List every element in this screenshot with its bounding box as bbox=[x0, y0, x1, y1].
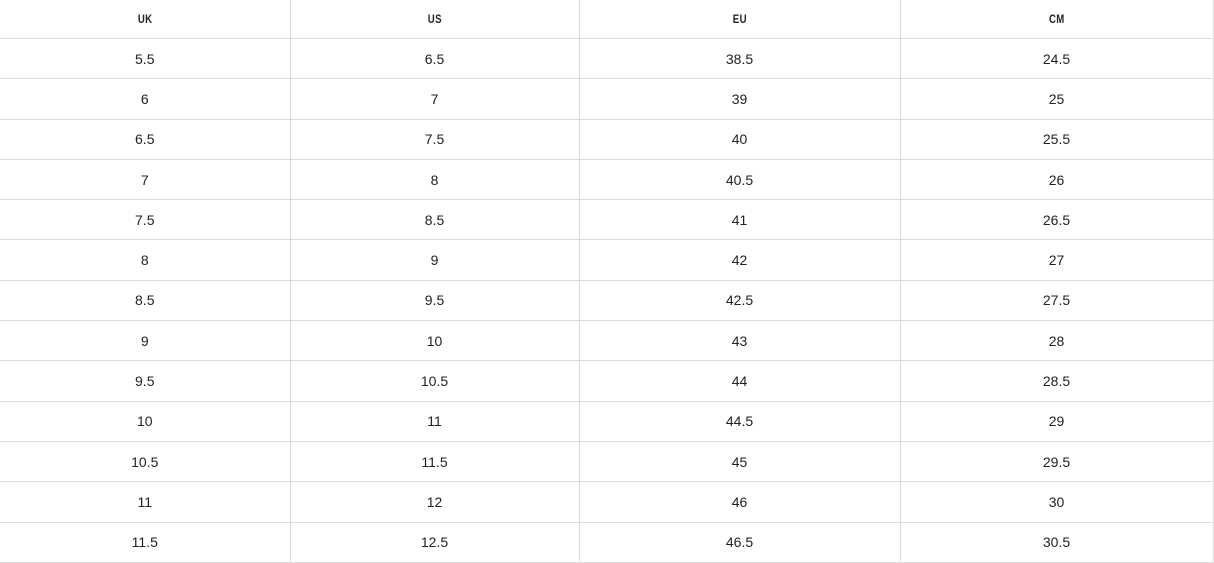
table-row: 10 11 44.5 29 bbox=[0, 401, 1214, 442]
cell-uk: 5.5 bbox=[0, 38, 291, 80]
cell-eu: 40.5 bbox=[579, 159, 901, 201]
cell-uk: 11 bbox=[0, 481, 291, 523]
cell-uk: 7.5 bbox=[0, 199, 291, 241]
cell-eu: 46 bbox=[579, 481, 901, 523]
cell-eu: 45 bbox=[579, 441, 901, 483]
header-uk: UK bbox=[0, 0, 291, 39]
cell-eu: 42 bbox=[579, 239, 901, 281]
table-row: 11 12 46 30 bbox=[0, 481, 1214, 523]
table-row: 9 10 43 28 bbox=[0, 320, 1214, 362]
cell-uk: 6.5 bbox=[0, 119, 291, 160]
cell-us: 12 bbox=[290, 481, 580, 523]
cell-us: 7 bbox=[290, 78, 580, 120]
size-rows: 5.5 6.5 38.5 24.5 6 7 39 25 6.5 7.5 40 25.5 7 8 40.5 26… bbox=[0, 38, 1214, 563]
cell-us: 11 bbox=[290, 401, 580, 442]
cell-us: 7.5 bbox=[290, 119, 580, 160]
cell-cm: 25 bbox=[900, 78, 1214, 120]
header-eu: EU bbox=[579, 0, 901, 39]
cell-us: 11.5 bbox=[290, 441, 580, 483]
cell-eu: 44.5 bbox=[579, 401, 901, 442]
cell-uk: 9 bbox=[0, 320, 291, 362]
cell-eu: 42.5 bbox=[579, 280, 901, 322]
cell-cm: 28.5 bbox=[900, 360, 1214, 402]
cell-eu: 38.5 bbox=[579, 38, 901, 80]
table-row: 10.5 11.5 45 29.5 bbox=[0, 441, 1214, 483]
cell-uk: 8 bbox=[0, 239, 291, 281]
cell-eu: 43 bbox=[579, 320, 901, 362]
cell-us: 9.5 bbox=[290, 280, 580, 322]
cell-cm: 29 bbox=[900, 401, 1214, 442]
cell-cm: 30.5 bbox=[900, 522, 1214, 563]
header-row: UK US EU CM bbox=[0, 0, 1214, 39]
cell-uk: 11.5 bbox=[0, 522, 291, 563]
cell-eu: 39 bbox=[579, 78, 901, 120]
cell-eu: 41 bbox=[579, 199, 901, 241]
cell-cm: 27.5 bbox=[900, 280, 1214, 322]
cell-cm: 25.5 bbox=[900, 119, 1214, 160]
cell-eu: 46.5 bbox=[579, 522, 901, 563]
table-row: 6 7 39 25 bbox=[0, 78, 1214, 120]
table-row: 5.5 6.5 38.5 24.5 bbox=[0, 38, 1214, 80]
cell-us: 8 bbox=[290, 159, 580, 201]
table-row: 6.5 7.5 40 25.5 bbox=[0, 119, 1214, 160]
cell-uk: 10.5 bbox=[0, 441, 291, 483]
header-us: US bbox=[290, 0, 580, 39]
cell-cm: 29.5 bbox=[900, 441, 1214, 483]
cell-uk: 6 bbox=[0, 78, 291, 120]
cell-us: 12.5 bbox=[290, 522, 580, 563]
cell-us: 8.5 bbox=[290, 199, 580, 241]
cell-eu: 44 bbox=[579, 360, 901, 402]
cell-us: 6.5 bbox=[290, 38, 580, 80]
cell-uk: 10 bbox=[0, 401, 291, 442]
cell-cm: 26.5 bbox=[900, 199, 1214, 241]
cell-cm: 26 bbox=[900, 159, 1214, 201]
table-row: 9.5 10.5 44 28.5 bbox=[0, 360, 1214, 402]
cell-cm: 30 bbox=[900, 481, 1214, 523]
cell-uk: 8.5 bbox=[0, 280, 291, 322]
table-row: 7 8 40.5 26 bbox=[0, 159, 1214, 201]
cell-eu: 40 bbox=[579, 119, 901, 160]
cell-us: 10 bbox=[290, 320, 580, 362]
table-row: 7.5 8.5 41 26.5 bbox=[0, 199, 1214, 241]
cell-us: 10.5 bbox=[290, 360, 580, 402]
cell-cm: 27 bbox=[900, 239, 1214, 281]
table-row: 8 9 42 27 bbox=[0, 239, 1214, 281]
table-row: 11.5 12.5 46.5 30.5 bbox=[0, 522, 1214, 563]
cell-uk: 9.5 bbox=[0, 360, 291, 402]
cell-uk: 7 bbox=[0, 159, 291, 201]
cell-cm: 28 bbox=[900, 320, 1214, 362]
cell-cm: 24.5 bbox=[900, 38, 1214, 80]
table-row: 8.5 9.5 42.5 27.5 bbox=[0, 280, 1214, 322]
header-cm: CM bbox=[900, 0, 1214, 39]
cell-us: 9 bbox=[290, 239, 580, 281]
